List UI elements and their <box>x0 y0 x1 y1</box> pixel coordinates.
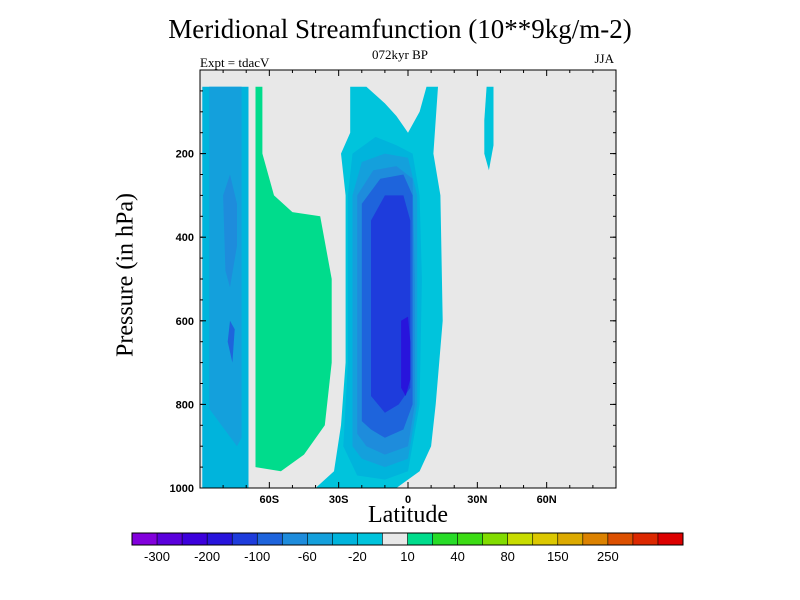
colorbar-swatch <box>282 533 308 545</box>
contour-nh-ferrel-strip <box>445 187 459 476</box>
colorbar-swatch <box>407 533 433 545</box>
colorbar-label: -60 <box>298 549 317 564</box>
colorbar-swatch <box>582 533 609 545</box>
colorbar-swatch <box>157 533 183 545</box>
colorbar-swatch <box>607 533 634 545</box>
x-tick-label: 30S <box>329 494 349 506</box>
contour-nh-polar-blue <box>484 86 494 171</box>
chart-subtitle: 072kyr BP <box>372 47 428 62</box>
colorbar-swatch <box>357 533 383 545</box>
colorbar-swatch <box>232 533 258 545</box>
y-tick-label: 800 <box>176 399 194 411</box>
x-tick-label: 60N <box>537 494 557 506</box>
experiment-tag: Expt = tdacV <box>200 55 270 70</box>
contour-equator-thin-green <box>401 86 404 96</box>
contour-sh-ferrel-main <box>255 86 332 472</box>
colorbar-swatch <box>632 533 659 545</box>
colorbar-label: -100 <box>244 549 270 564</box>
colorbar-swatch <box>432 533 458 545</box>
colorbar-label: -200 <box>194 549 220 564</box>
colorbar-label: 40 <box>450 549 464 564</box>
colorbar-label: 10 <box>400 549 414 564</box>
colorbar-swatch <box>507 533 534 545</box>
y-tick-label: 600 <box>176 316 194 328</box>
contour-nh-cell-upper <box>463 86 473 187</box>
x-tick-label: 30N <box>467 494 487 506</box>
x-tick-label: 60S <box>260 494 280 506</box>
colorbar-swatch <box>182 533 208 545</box>
colorbar-swatch <box>257 533 283 545</box>
chart-title: Meridional Streamfunction (10**9kg/m-2) <box>168 14 632 44</box>
colorbar-swatch <box>332 533 358 545</box>
colorbar-swatch <box>132 533 158 545</box>
contour-sh-polar-deep <box>227 320 235 363</box>
colorbar-label: 250 <box>597 549 619 564</box>
axis-ticks: 200 400 600 800 1000 60S 30S 0 30N 60N <box>170 70 616 506</box>
colorbar-swatch <box>532 533 559 545</box>
colorbar-swatch <box>482 533 508 545</box>
colorbar: -300 -200 -100 -60 -20 10 40 80 150 250 <box>131 532 684 564</box>
contour-nh-cell-thin <box>484 141 492 279</box>
colorbar-swatch <box>657 533 684 545</box>
contour-sh-polar-cell-core <box>223 174 237 288</box>
y-tick-label: 400 <box>176 232 194 244</box>
colorbar-swatch <box>307 533 333 545</box>
x-tick-label: 0 <box>405 494 411 506</box>
contour-regions <box>202 86 494 488</box>
colorbar-swatch <box>457 533 483 545</box>
colorbar-swatch <box>557 533 584 545</box>
x-axis-label: Latitude <box>368 502 448 528</box>
y-tick-label: 200 <box>176 149 194 161</box>
colorbar-label: -300 <box>144 549 170 564</box>
contour-hadley-peak <box>401 316 411 396</box>
colorbar-label: -20 <box>348 549 367 564</box>
colorbar-label: 150 <box>547 549 569 564</box>
colorbar-swatch <box>207 533 233 545</box>
colorbar-label: 80 <box>500 549 514 564</box>
season-tag: JJA <box>594 51 614 66</box>
contour-hadley-core <box>371 195 411 413</box>
colorbar-swatch <box>382 533 408 545</box>
y-tick-label: 1000 <box>170 483 194 495</box>
